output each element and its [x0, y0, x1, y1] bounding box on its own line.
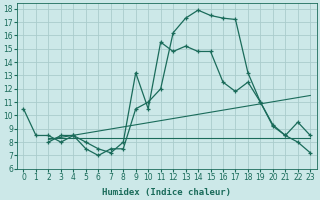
X-axis label: Humidex (Indice chaleur): Humidex (Indice chaleur) — [102, 188, 231, 197]
